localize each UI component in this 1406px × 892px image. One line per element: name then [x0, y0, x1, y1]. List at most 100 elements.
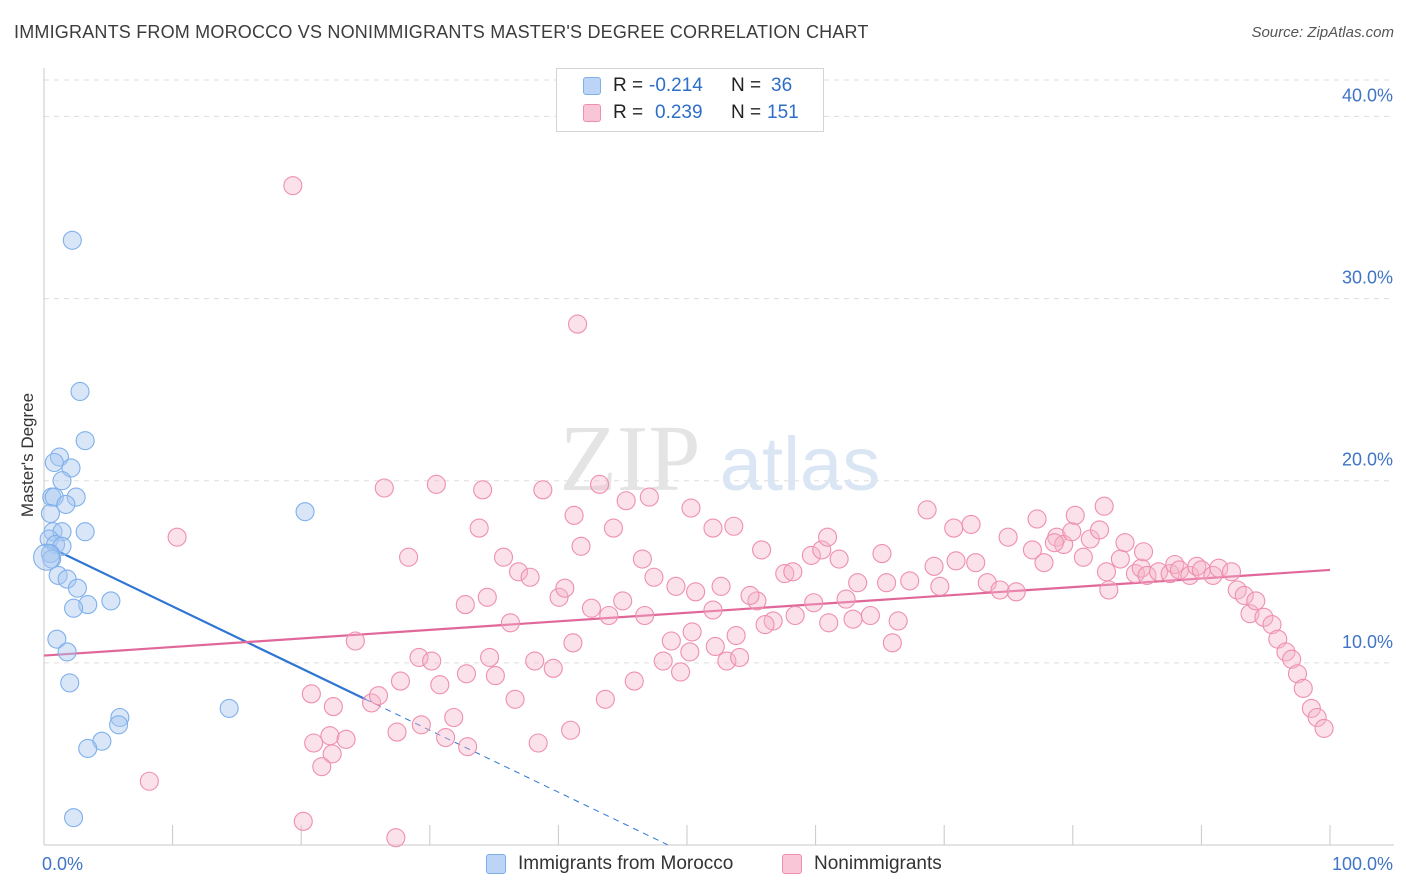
point-morocco	[33, 543, 61, 571]
point-nonimmigrants	[711, 576, 731, 596]
point-morocco	[75, 431, 95, 451]
point-nonimmigrants	[860, 605, 880, 626]
point-nonimmigrants	[456, 664, 477, 684]
point-nonimmigrants	[549, 587, 569, 607]
point-nonimmigrants	[458, 737, 478, 757]
point-morocco	[47, 629, 67, 649]
legend-r-value-nonimmigrants: 0.239	[655, 102, 703, 123]
chart-title: IMMIGRANTS FROM MOROCCO VS NONIMMIGRANTS…	[14, 22, 869, 42]
point-nonimmigrants	[525, 651, 545, 671]
point-nonimmigrants	[543, 658, 563, 678]
point-morocco	[44, 452, 64, 473]
point-nonimmigrants	[818, 527, 838, 547]
legend-r-label: R =	[613, 102, 644, 123]
legend-swatch-nonimmigrants	[782, 854, 802, 874]
point-nonimmigrants	[900, 571, 920, 591]
point-nonimmigrants	[661, 631, 681, 651]
point-nonimmigrants	[924, 556, 944, 576]
point-nonimmigrants	[571, 536, 591, 556]
point-nonimmigrants	[139, 771, 159, 791]
point-nonimmigrants	[946, 551, 966, 571]
data-points	[33, 176, 1334, 848]
point-nonimmigrants	[1006, 582, 1026, 602]
point-nonimmigrants	[564, 505, 584, 525]
point-nonimmigrants	[616, 491, 636, 511]
y-tick-label: 40.0%	[1342, 85, 1393, 105]
point-morocco	[60, 673, 80, 693]
trend-line-morocco	[43, 543, 366, 701]
point-nonimmigrants	[819, 613, 839, 633]
legend-swatch-morocco	[583, 77, 601, 95]
point-nonimmigrants	[1110, 549, 1130, 569]
legend-r-label: R =	[613, 75, 644, 96]
point-nonimmigrants	[752, 540, 772, 560]
point-nonimmigrants	[1133, 542, 1154, 562]
point-nonimmigrants	[1262, 615, 1282, 635]
point-nonimmigrants	[1246, 591, 1266, 611]
point-nonimmigrants	[785, 605, 805, 626]
point-nonimmigrants	[998, 527, 1018, 547]
point-nonimmigrants	[1293, 678, 1313, 698]
point-morocco	[109, 715, 129, 735]
point-nonimmigrants	[368, 686, 389, 706]
point-nonimmigrants	[703, 518, 723, 538]
point-nonimmigrants	[568, 314, 588, 334]
point-nonimmigrants	[533, 480, 553, 500]
point-nonimmigrants	[455, 595, 475, 615]
point-morocco	[64, 598, 84, 618]
point-nonimmigrants	[1282, 649, 1302, 669]
point-nonimmigrants	[632, 549, 652, 569]
point-nonimmigrants	[555, 578, 575, 598]
point-morocco	[56, 494, 76, 514]
point-morocco	[44, 487, 64, 507]
point-nonimmigrants	[613, 591, 633, 611]
point-nonimmigrants	[680, 642, 700, 662]
point-nonimmigrants	[775, 564, 795, 584]
point-nonimmigrants	[480, 647, 500, 667]
point-nonimmigrants	[877, 573, 897, 593]
point-nonimmigrants	[581, 598, 602, 618]
point-nonimmigrants	[882, 633, 902, 653]
point-morocco	[110, 707, 130, 728]
point-nonimmigrants	[944, 518, 964, 538]
legend-row-nonimmigrants: R = 0.239 N = 151	[557, 100, 823, 127]
point-nonimmigrants	[473, 480, 493, 500]
point-nonimmigrants	[469, 518, 489, 538]
point-nonimmigrants	[293, 811, 313, 831]
point-nonimmigrants	[1287, 664, 1308, 684]
point-nonimmigrants	[666, 576, 686, 596]
axes	[43, 68, 1394, 846]
point-nonimmigrants	[639, 487, 659, 507]
point-nonimmigrants	[563, 633, 583, 653]
x-tick-label: 0.0%	[42, 854, 83, 874]
point-nonimmigrants	[783, 562, 803, 582]
point-nonimmigrants	[1027, 509, 1047, 529]
point-morocco	[40, 503, 60, 524]
point-nonimmigrants	[717, 651, 737, 671]
point-nonimmigrants	[399, 547, 419, 567]
point-nonimmigrants	[635, 605, 655, 626]
point-morocco	[67, 578, 87, 598]
point-morocco	[42, 549, 62, 569]
watermark-atlas: atlas	[720, 422, 881, 507]
watermark: ZIP atlas	[560, 407, 881, 511]
y-tick-label: 20.0%	[1342, 450, 1393, 470]
point-nonimmigrants	[422, 651, 442, 671]
point-nonimmigrants	[1137, 565, 1157, 585]
point-nonimmigrants	[374, 478, 394, 498]
point-nonimmigrants	[167, 527, 187, 547]
tick-labels: 10.0% 20.0% 30.0% 40.0% 0.0% 100.0%	[42, 85, 1393, 874]
point-nonimmigrants	[624, 671, 644, 691]
point-nonimmigrants	[1234, 585, 1254, 606]
point-morocco	[101, 591, 121, 611]
point-nonimmigrants	[686, 582, 706, 602]
point-nonimmigrants	[520, 567, 540, 587]
point-nonimmigrants	[386, 828, 406, 848]
point-nonimmigrants	[703, 600, 723, 620]
watermark-zip: ZIP	[560, 407, 701, 511]
point-nonimmigrants	[644, 567, 664, 587]
point-nonimmigrants	[528, 733, 548, 753]
point-nonimmigrants	[1073, 547, 1093, 567]
point-nonimmigrants	[1221, 562, 1242, 582]
